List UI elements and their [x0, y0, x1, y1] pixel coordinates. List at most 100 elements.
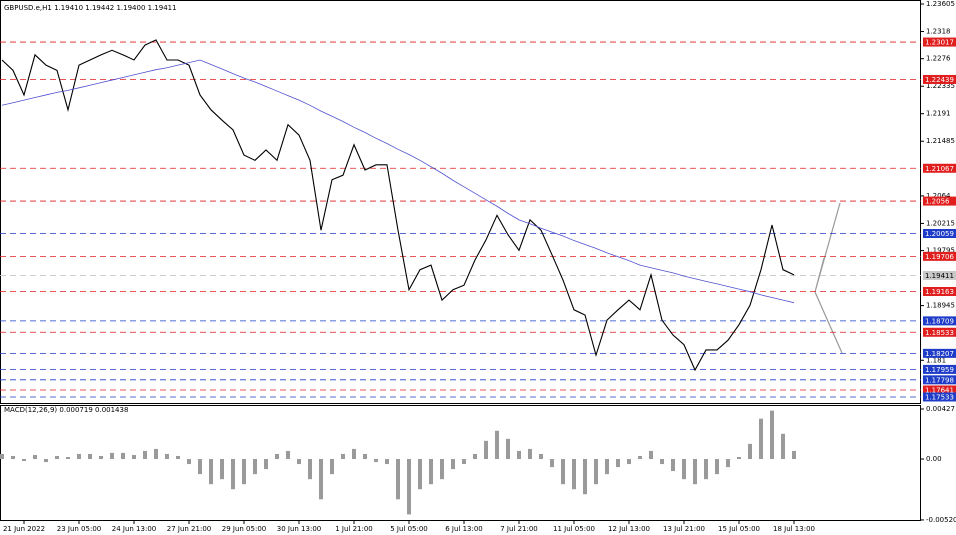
macd-bar: [583, 459, 587, 495]
x-tick-label: 29 Jun 05:00: [222, 525, 266, 533]
level-box: [923, 385, 956, 395]
macd-bar: [770, 410, 774, 460]
macd-bar: [495, 430, 499, 460]
macd-bar: [726, 459, 730, 468]
y-tick-label: 1.2276: [926, 55, 951, 63]
macd-bar: [22, 459, 26, 461]
macd-bar: [715, 459, 719, 475]
macd-bar: [121, 452, 125, 460]
macd-bar: [594, 459, 598, 485]
macd-bar: [11, 455, 15, 460]
macd-bar: [187, 459, 191, 465]
macd-bar: [330, 459, 334, 475]
y-tick-label: 1.2191: [926, 110, 951, 118]
level-box: [923, 348, 956, 358]
macd-bar: [407, 459, 411, 515]
x-tick-label: 11 Jul 05:00: [553, 525, 595, 533]
macd-bar: [77, 453, 81, 460]
macd-bar: [88, 453, 92, 460]
level-label: 1.19411: [925, 272, 954, 280]
level-label: 1.19706: [925, 253, 954, 261]
macd-bar: [748, 443, 752, 460]
y-tick-label: 1.22335: [926, 82, 955, 90]
macd-bar: [275, 453, 279, 460]
macd-bar: [759, 418, 763, 460]
y-tick-label: 1.2318: [926, 28, 951, 36]
macd-bar: [55, 455, 59, 460]
macd-bar: [220, 459, 224, 480]
level-box: [923, 327, 956, 337]
level-label: 1.18207: [925, 350, 954, 358]
x-tick-label: 23 Jun 05:00: [57, 525, 101, 533]
macd-bar: [462, 459, 466, 465]
x-tick-label: 24 Jun 13:00: [112, 525, 156, 533]
level-box: [923, 286, 956, 296]
macd-bar: [99, 455, 103, 460]
macd-bar: [33, 455, 37, 460]
level-label: 1.23017: [925, 39, 954, 47]
macd-bar: [209, 459, 213, 485]
macd-bar: [638, 455, 642, 460]
macd-bar: [341, 453, 345, 460]
macd-bar: [517, 450, 521, 460]
macd-bar: [605, 459, 609, 475]
macd-bar: [385, 459, 389, 465]
level-label: 1.17798: [925, 376, 954, 384]
macd-bar: [682, 459, 686, 480]
macd-bar: [781, 433, 785, 460]
y-tick-label: 0.00: [926, 455, 942, 463]
level-label: 1.2056: [925, 198, 950, 206]
macd-bar: [418, 459, 422, 490]
macd-bar: [451, 459, 455, 470]
x-tick-label: 15 Jul 05:00: [718, 525, 760, 533]
y-tick-label: 1.20215: [926, 219, 955, 227]
macd-title: MACD(12,26,9) 0.000719 0.001438: [4, 406, 128, 414]
level-label: 1.18533: [925, 329, 954, 337]
macd-bar: [693, 459, 697, 485]
level-label: 1.22439: [925, 76, 954, 84]
y-tick-label: 1.19795: [926, 247, 955, 255]
level-box: [923, 251, 956, 261]
level-label: 1.19163: [925, 288, 954, 296]
level-box: [923, 316, 956, 326]
macd-bar: [352, 448, 356, 460]
x-tick-label: 21 Jun 2022: [3, 525, 45, 533]
macd-bar: [660, 459, 664, 465]
level-box: [923, 392, 956, 402]
price-line: [1, 59, 795, 304]
macd-bar: [429, 459, 433, 485]
price-pane: [0, 0, 921, 404]
level-box: [923, 229, 956, 239]
y-tick-label: -0.005202: [926, 516, 956, 524]
macd-bar: [792, 450, 796, 460]
macd-bar: [231, 459, 235, 490]
x-tick-label: 5 Jul 05:00: [390, 525, 428, 533]
level-box: [923, 37, 956, 47]
macd-bar: [110, 452, 114, 460]
macd-bar: [297, 459, 301, 465]
x-tick-label: 30 Jun 13:00: [277, 525, 321, 533]
macd-bar: [154, 448, 158, 460]
macd-bar: [253, 459, 257, 475]
macd-bar: [396, 459, 400, 500]
macd-bar: [363, 453, 367, 460]
level-box: [923, 74, 956, 84]
macd-bar: [198, 459, 202, 475]
macd-bar: [44, 459, 48, 463]
level-label: 1.17641: [925, 386, 954, 394]
level-box: [923, 364, 956, 374]
x-tick-label: 13 Jul 21:00: [663, 525, 705, 533]
macd-bar: [627, 459, 631, 465]
level-label: 1.17533: [925, 393, 954, 401]
level-label: 1.20059: [925, 230, 954, 238]
level-label: 1.18709: [925, 317, 954, 325]
macd-bar: [550, 459, 554, 468]
x-tick-label: 27 Jun 21:00: [167, 525, 211, 533]
macd-bar: [242, 459, 246, 485]
x-tick-label: 12 Jul 13:00: [608, 525, 650, 533]
level-box: [923, 375, 956, 385]
macd-bar: [561, 459, 565, 485]
macd-bar: [308, 459, 312, 480]
